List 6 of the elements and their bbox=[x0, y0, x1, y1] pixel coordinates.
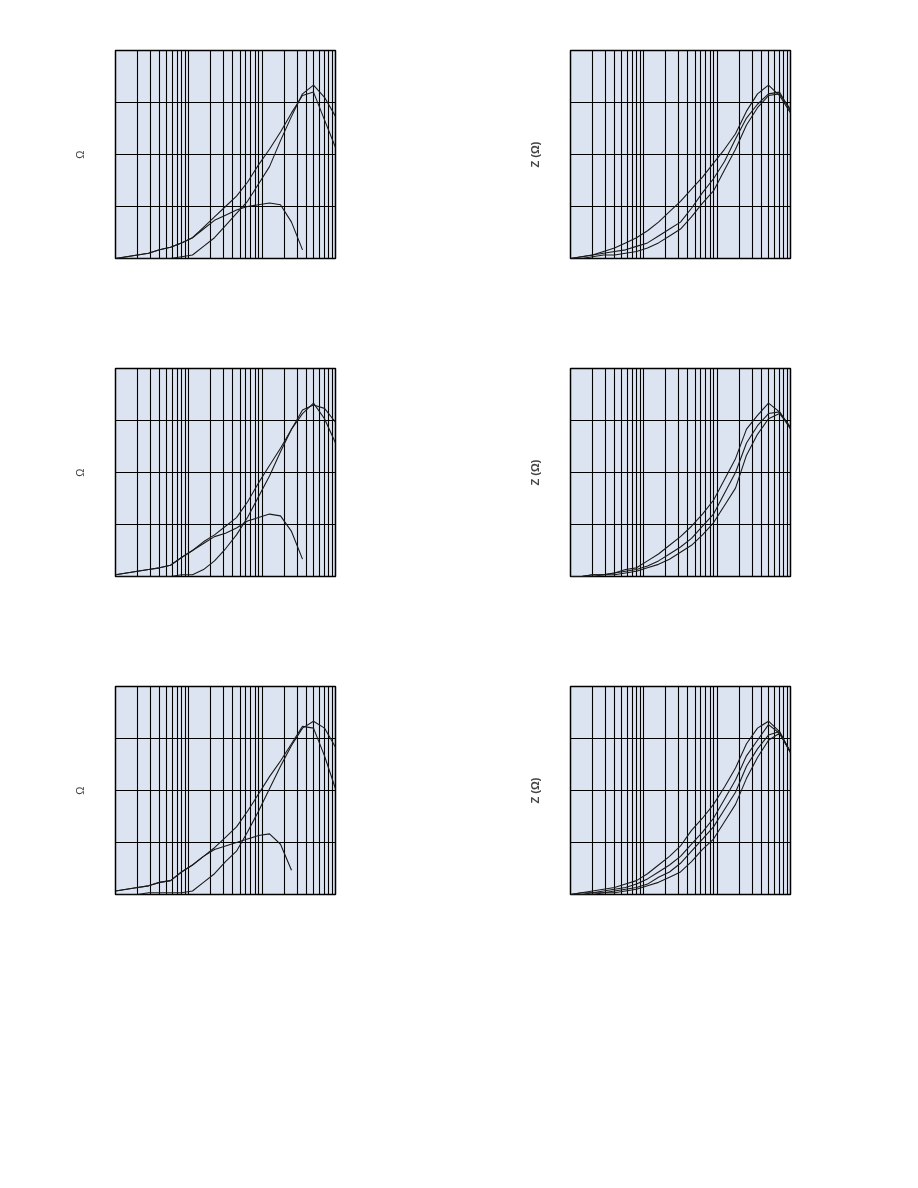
y-axis-title: Z (Ω) bbox=[528, 459, 541, 486]
y-axis-title: Ω bbox=[73, 468, 86, 477]
y-axis-title: Ω bbox=[73, 150, 86, 159]
y-axis-title: Z (Ω) bbox=[528, 141, 541, 168]
y-axis-title: Z (Ω) bbox=[528, 777, 541, 804]
y-axis-title: Ω bbox=[73, 786, 86, 795]
